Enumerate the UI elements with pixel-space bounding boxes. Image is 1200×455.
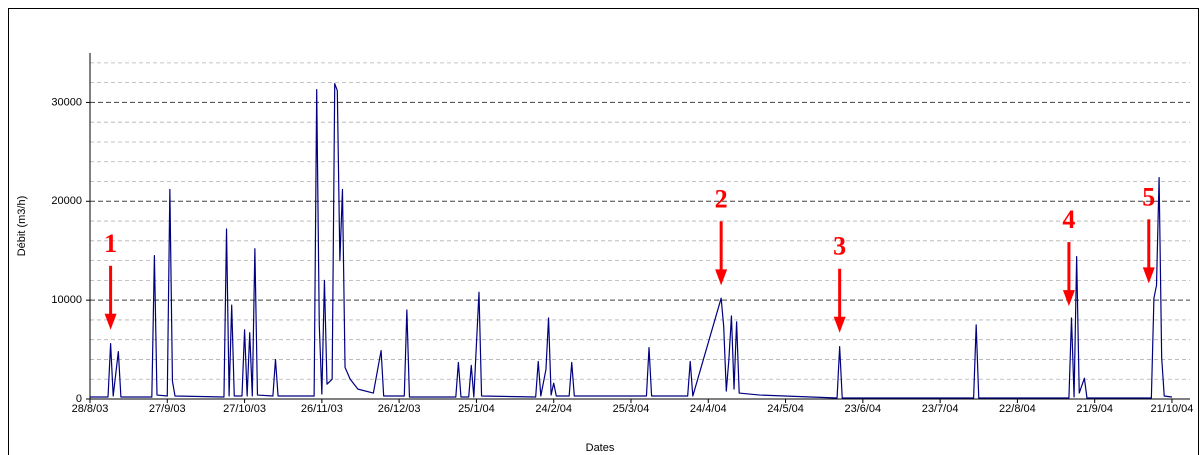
x-axis-label: Dates	[586, 442, 615, 454]
annotation-label: 4	[1062, 205, 1075, 234]
y-tick-label: 0	[76, 393, 82, 405]
annotation-arrow-head	[1142, 267, 1155, 284]
y-axis-label: Débit (m3/h)	[16, 196, 28, 257]
x-tick-label: 27/10/03	[223, 403, 266, 415]
x-tick-label: 23/6/04	[844, 403, 881, 415]
x-tick-label: 25/1/04	[458, 403, 495, 415]
x-tick-label: 22/8/04	[999, 403, 1036, 415]
y-tick-label: 30000	[51, 96, 82, 108]
x-tick-label: 26/12/03	[378, 403, 421, 415]
annotation-arrow-head	[1062, 290, 1075, 307]
x-tick-label: 24/4/04	[690, 403, 727, 415]
x-tick-label: 25/3/04	[613, 403, 650, 415]
x-tick-label: 28/8/03	[72, 403, 109, 415]
annotation-arrow-head	[104, 313, 117, 330]
y-tick-label: 20000	[51, 195, 82, 207]
x-tick-label: 24/5/04	[767, 403, 804, 415]
annotation-arrow-head	[715, 269, 728, 286]
x-tick-label: 26/11/03	[301, 403, 343, 415]
annotation-label: 1	[104, 229, 117, 258]
y-tick-label: 10000	[51, 294, 82, 306]
x-tick-label: 23/7/04	[922, 403, 959, 415]
chart-frame	[8, 8, 1199, 455]
annotation-arrow-head	[833, 316, 846, 333]
x-tick-label: 24/2/04	[535, 403, 572, 415]
data-line	[90, 83, 1173, 399]
x-tick-label: 27/9/03	[149, 403, 186, 415]
x-tick-label: 21/10/04	[1151, 403, 1194, 415]
x-tick-label: 21/9/04	[1076, 403, 1113, 415]
annotation-label: 3	[833, 232, 846, 261]
annotation-label: 5	[1142, 182, 1155, 211]
annotation-label: 2	[715, 184, 728, 213]
